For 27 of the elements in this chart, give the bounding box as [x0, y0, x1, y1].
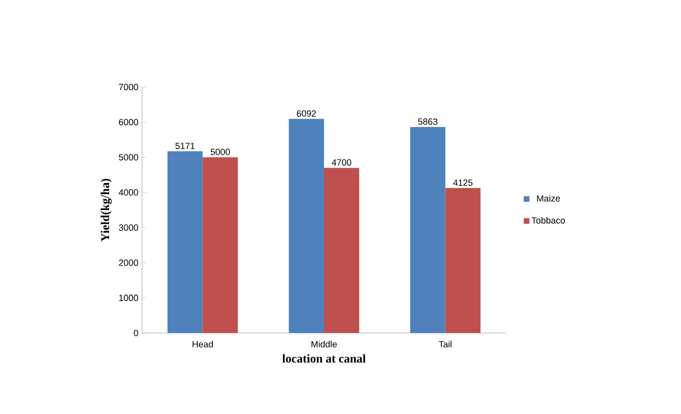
y-tick-label: 2000 — [118, 260, 138, 266]
data-label: 5863 — [418, 118, 438, 125]
legend-label: Tobbaco — [532, 216, 565, 224]
y-tick-label: 6000 — [118, 118, 138, 126]
data-label: 6092 — [296, 110, 316, 117]
y-tick-label: 0 — [134, 330, 138, 336]
bar — [324, 168, 360, 333]
data-label: 4700 — [332, 159, 352, 166]
y-axis-title: Yield(kg/ha) — [100, 178, 112, 242]
bar — [410, 126, 446, 333]
x-tick-label: Head — [192, 340, 213, 348]
data-label: 5171 — [175, 142, 195, 150]
x-tick-label: Middle — [312, 340, 337, 348]
data-label: 5000 — [210, 148, 230, 156]
y-tick-label: 5000 — [118, 154, 138, 160]
y-tick-label: 7000 — [118, 84, 138, 90]
y-tick-label: 1000 — [119, 294, 138, 302]
x-axis-title: location at canal — [282, 354, 366, 363]
bar — [288, 118, 324, 333]
y-tick-label: 3000 — [118, 224, 138, 231]
bar — [202, 157, 238, 333]
bar — [167, 151, 203, 333]
data-label: 4125 — [453, 179, 473, 186]
x-tick-label: Tail — [438, 340, 452, 348]
y-tick-label: 4000 — [118, 189, 138, 196]
bar — [445, 188, 481, 333]
legend-label: Maize — [537, 195, 560, 202]
